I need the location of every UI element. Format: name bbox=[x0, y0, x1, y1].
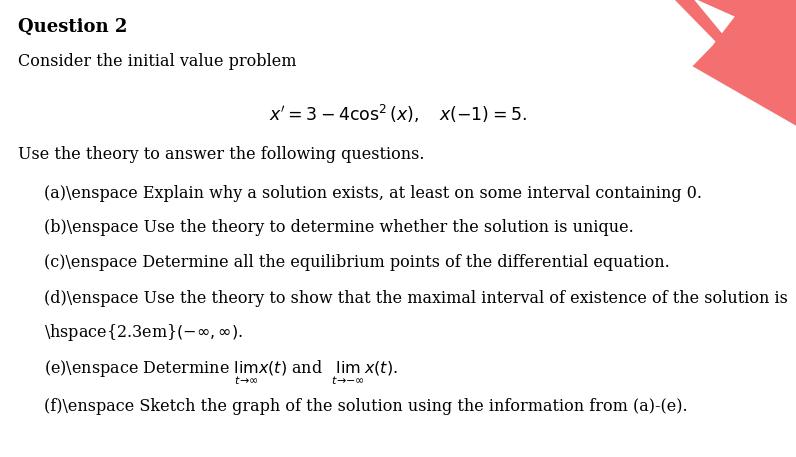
Text: (b)\enspace Use the theory to determine whether the solution is unique.: (b)\enspace Use the theory to determine … bbox=[44, 219, 634, 236]
Text: (e)\enspace Determine $\lim_{t\to\infty} x(t)$ and  $\lim_{t\to -\infty} x(t)$.: (e)\enspace Determine $\lim_{t\to\infty}… bbox=[44, 359, 398, 387]
Text: (a)\enspace Explain why a solution exists, at least on some interval containing : (a)\enspace Explain why a solution exist… bbox=[44, 185, 702, 202]
Text: (f)\enspace Sketch the graph of the solution using the information from (a)-(e).: (f)\enspace Sketch the graph of the solu… bbox=[44, 398, 688, 414]
Text: \hspace{2.3em}$(-\infty, \infty)$.: \hspace{2.3em}$(-\infty, \infty)$. bbox=[44, 322, 243, 343]
Text: $x' = 3 - 4\cos^2(x), \quad x(-1) = 5.$: $x' = 3 - 4\cos^2(x), \quad x(-1) = 5.$ bbox=[269, 103, 527, 125]
Text: Use the theory to answer the following questions.: Use the theory to answer the following q… bbox=[18, 146, 424, 163]
Text: (c)\enspace Determine all the equilibrium points of the differential equation.: (c)\enspace Determine all the equilibriu… bbox=[44, 254, 669, 271]
Text: Consider the initial value problem: Consider the initial value problem bbox=[18, 53, 296, 69]
Text: (d)\enspace Use the theory to show that the maximal interval of existence of the: (d)\enspace Use the theory to show that … bbox=[44, 290, 788, 307]
Text: Question 2: Question 2 bbox=[18, 18, 127, 36]
